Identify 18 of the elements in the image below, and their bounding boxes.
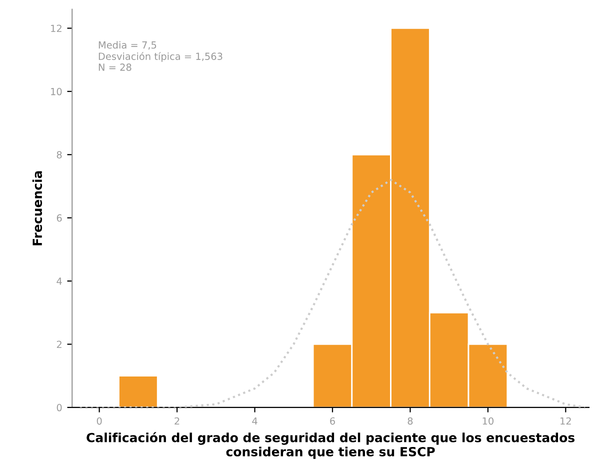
x-tick-label: 2: [174, 417, 180, 425]
y-tick-label: 4: [56, 278, 62, 285]
line-series: [78, 178, 586, 408]
y-tick-label: 0: [56, 404, 62, 412]
x-tick-label: 8: [408, 417, 413, 425]
x-tick-label: 6: [330, 417, 335, 425]
x-tick-label: 12: [560, 417, 571, 425]
y-tick-label: 2: [56, 340, 62, 348]
x-tick-label: 4: [252, 417, 258, 425]
y-axis-title: Frecuencia: [32, 171, 42, 246]
y-tick-label: 6: [56, 214, 62, 222]
x-tick-label: 10: [482, 417, 494, 425]
y-tick-label: 12: [51, 24, 62, 32]
x-axis-title: Calificación del grado de seguridad del paciente que los encuestados consideran que tiene su ESCP: [86, 432, 575, 459]
annotation: Media = 7,5 Desviación típica = 1,563 N = 28: [98, 41, 222, 71]
y-tick-label: 10: [51, 88, 62, 96]
x-tick-label: 0: [96, 417, 102, 425]
y-tick-label: 8: [56, 151, 62, 158]
